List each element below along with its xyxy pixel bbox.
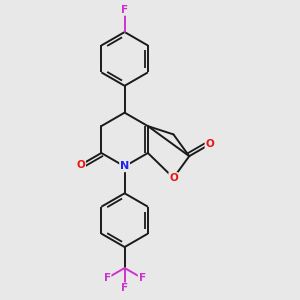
Text: N: N	[120, 161, 129, 171]
Text: O: O	[206, 139, 214, 149]
Text: F: F	[121, 283, 128, 293]
Text: F: F	[121, 5, 128, 15]
Text: O: O	[76, 160, 85, 170]
Text: O: O	[169, 173, 178, 183]
Text: F: F	[139, 273, 145, 283]
Text: F: F	[103, 273, 111, 283]
